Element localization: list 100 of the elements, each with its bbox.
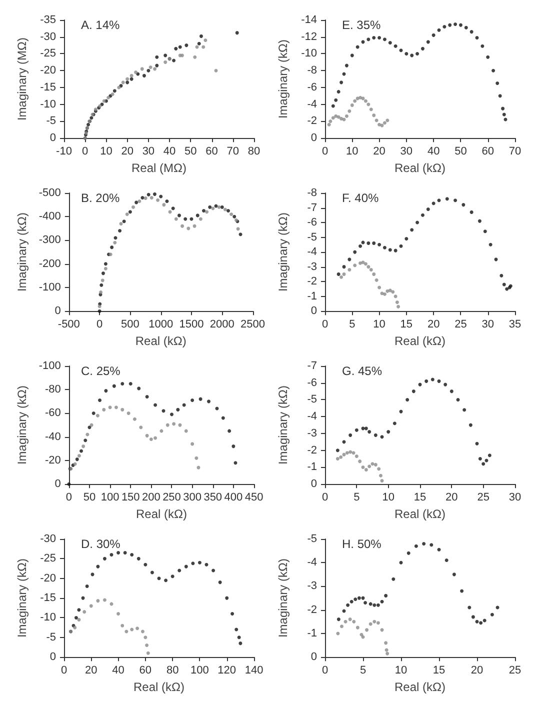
x-tick-label: 20 [373, 146, 386, 158]
y-tick-label: 0 [310, 305, 317, 318]
y-tick-label: -6 [307, 376, 317, 389]
y-tick-label: -25 [40, 48, 56, 60]
x-tick-label: 30 [482, 318, 494, 331]
y-tick-label: -60 [45, 407, 61, 420]
y-tick-label: -2 [307, 115, 317, 128]
y-tick-label: 0 [50, 651, 56, 664]
y-tick-label: -5 [46, 115, 56, 128]
y-axis-title: Imaginary (kΩ) [276, 386, 290, 465]
x-tick-label: 20 [470, 664, 484, 677]
x-tick-label: 10 [382, 492, 394, 504]
x-tick-label: 30 [142, 146, 155, 158]
y-tick-label: -7 [307, 360, 317, 372]
y-tick-label: -4 [307, 410, 317, 423]
y-tick-label: 0 [310, 651, 317, 664]
y-tick-label: -5 [307, 231, 317, 244]
y-tick-label: 0 [54, 478, 61, 490]
y-tick-label: -1 [307, 290, 317, 302]
chart-title: B. 20% [81, 191, 120, 205]
y-tick-label: -500 [38, 187, 61, 199]
y-axis-title: Imaginary (kΩ) [15, 386, 29, 465]
y-tick-label: -25 [40, 552, 56, 565]
x-tick-label: 25 [477, 492, 490, 504]
x-tick-label: 60 [139, 664, 152, 677]
x-axis-title: Real (kΩ) [394, 507, 446, 521]
x-tick-label: 1000 [148, 318, 174, 331]
x-axis-title: Real (kΩ) [394, 680, 446, 694]
y-tick-label: -20 [40, 64, 56, 77]
y-tick-label: -20 [40, 572, 56, 584]
x-tick-label: 70 [508, 146, 522, 158]
x-tick-label: 10 [373, 318, 386, 331]
x-tick-label: 150 [121, 492, 140, 504]
y-axis-title: Imaginary (kΩ) [276, 558, 290, 638]
x-tick-label: 15 [400, 318, 413, 331]
x-tick-label: 30 [508, 492, 522, 504]
chart-title: E. 35% [342, 18, 382, 32]
x-tick-label: 0 [322, 492, 328, 504]
x-tick-label: 60 [206, 146, 218, 158]
y-tick-label: -300 [38, 234, 61, 246]
chart-title: D. 30% [81, 537, 121, 551]
chart-title: C. 25% [81, 364, 121, 378]
y-tick-label: -5 [307, 394, 317, 406]
x-tick-label: 300 [183, 492, 202, 504]
y-tick-label: -6 [307, 216, 317, 229]
y-tick-label: -2 [307, 276, 317, 288]
y-tick-label: -400 [38, 210, 61, 223]
x-tick-label: 20 [85, 664, 98, 677]
x-tick-label: 40 [427, 146, 440, 158]
y-tick-label: -8 [307, 187, 317, 199]
y-tick-label: -15 [40, 81, 56, 94]
x-axis-title: Real (kΩ) [394, 161, 446, 175]
x-tick-label: 25 [454, 318, 467, 331]
x-tick-label: 10 [100, 146, 112, 158]
x-tick-label: 350 [204, 492, 222, 504]
y-tick-label: -100 [38, 281, 61, 294]
y-tick-label: -5 [307, 533, 317, 545]
y-tick-label: -4 [307, 246, 317, 258]
x-tick-label: 0 [82, 146, 88, 158]
y-axis-title: Imaginary (kΩ) [276, 40, 290, 119]
y-tick-label: -40 [45, 430, 61, 443]
x-tick-label: 20 [121, 146, 134, 158]
y-tick-label: -10 [40, 612, 56, 624]
x-tick-label: 100 [100, 492, 120, 504]
x-tick-label: 140 [244, 664, 264, 677]
chart-title: H. 50% [342, 537, 382, 551]
x-tick-label: 450 [244, 492, 264, 504]
y-tick-label: -20 [45, 454, 61, 466]
chart-title: G. 45% [342, 364, 382, 378]
y-tick-label: -2 [307, 604, 317, 616]
x-tick-label: 40 [163, 146, 176, 158]
x-axis-title: Real (kΩ) [136, 507, 187, 521]
x-axis-title: Real (kΩ) [394, 334, 446, 348]
x-tick-label: 5 [360, 664, 366, 677]
y-axis-title: Imaginary (kΩ) [15, 212, 29, 292]
y-tick-label: -3 [307, 580, 317, 592]
y-tick-label: -100 [38, 360, 61, 372]
x-tick-label: 1500 [179, 318, 204, 331]
x-tick-label: 70 [226, 146, 240, 158]
x-tick-label: 2500 [240, 318, 266, 331]
x-tick-label: 2000 [210, 318, 234, 331]
x-axis-title: Real (kΩ) [134, 680, 184, 694]
x-tick-label: 500 [121, 318, 140, 331]
x-tick-label: 0 [66, 492, 72, 504]
y-tick-label: -4 [307, 98, 317, 110]
y-tick-label: -15 [40, 592, 56, 604]
y-tick-label: -6 [307, 81, 317, 94]
y-tick-label: -1 [307, 461, 317, 474]
x-tick-label: 10 [346, 146, 358, 158]
x-tick-label: 50 [454, 146, 467, 158]
y-tick-label: -7 [307, 202, 317, 214]
x-tick-label: 60 [482, 146, 494, 158]
x-tick-label: 0 [322, 318, 328, 331]
chart-title: F. 40% [342, 191, 380, 205]
x-tick-label: 25 [508, 664, 522, 677]
x-tick-label: 20 [427, 318, 440, 331]
x-tick-label: 0 [322, 146, 328, 158]
y-tick-label: 0 [54, 305, 61, 318]
x-axis-title: Real (kΩ) [135, 334, 186, 348]
y-axis-title: Imaginary (kΩ) [276, 212, 290, 292]
